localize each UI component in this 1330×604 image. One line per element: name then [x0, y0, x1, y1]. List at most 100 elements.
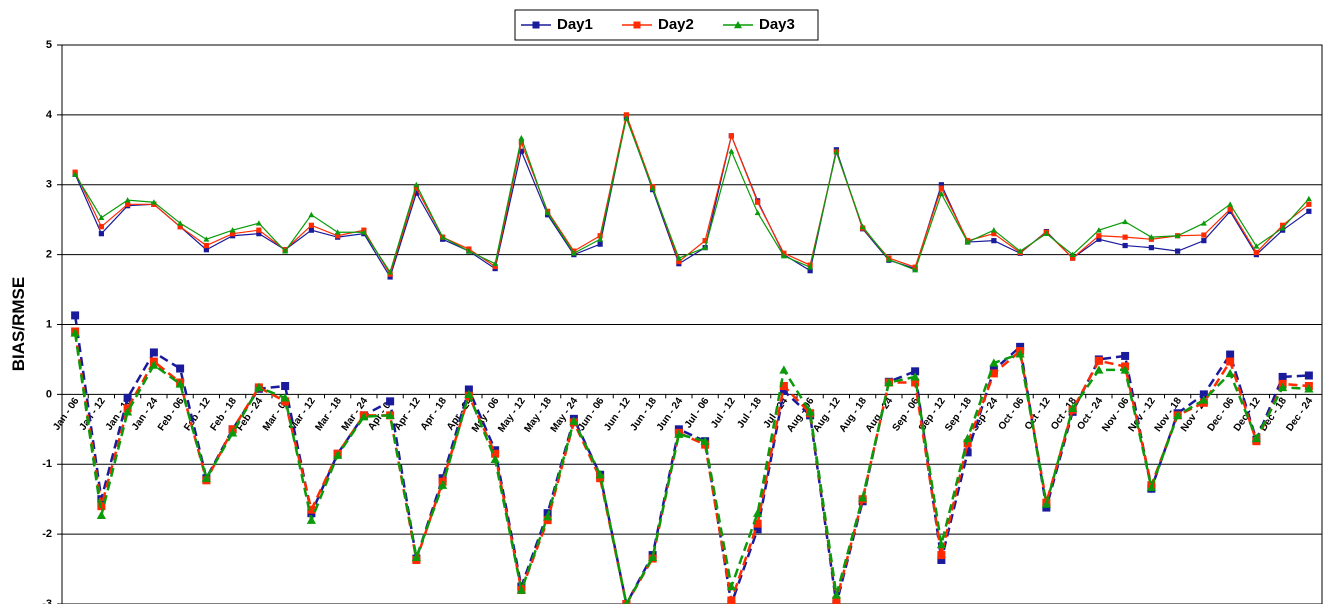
y-tick-label: 2: [46, 249, 52, 261]
marker: [490, 454, 500, 464]
marker: [728, 148, 735, 154]
marker: [991, 238, 997, 244]
series-line: [73, 332, 1309, 604]
marker: [359, 412, 369, 421]
marker: [360, 229, 367, 235]
marker: [1278, 382, 1288, 392]
marker: [149, 348, 158, 357]
marker: [203, 242, 209, 249]
marker: [1227, 206, 1233, 212]
marker: [307, 505, 316, 514]
marker: [333, 450, 343, 459]
marker: [989, 358, 999, 367]
marker: [727, 596, 736, 604]
marker: [1253, 243, 1260, 249]
marker: [308, 222, 314, 228]
marker: [754, 209, 761, 216]
series-line: [73, 331, 1309, 604]
marker: [938, 190, 945, 197]
marker: [97, 502, 106, 511]
marker: [937, 555, 946, 564]
marker: [936, 540, 946, 549]
marker: [1199, 395, 1209, 404]
marker: [700, 436, 710, 445]
marker: [308, 211, 315, 218]
marker: [411, 552, 421, 561]
marker: [733, 20, 743, 29]
marker: [990, 227, 997, 233]
marker: [728, 133, 734, 139]
marker: [807, 264, 814, 270]
marker: [254, 382, 264, 392]
marker: [674, 429, 684, 438]
marker: [386, 397, 395, 406]
marker: [937, 551, 946, 560]
marker: [859, 223, 866, 230]
marker: [570, 250, 577, 256]
marker: [702, 244, 709, 251]
marker: [438, 480, 448, 489]
marker: [518, 140, 524, 146]
marker: [413, 181, 420, 188]
marker: [991, 231, 997, 237]
marker: [1122, 234, 1128, 240]
marker: [1306, 208, 1312, 214]
marker: [1199, 390, 1208, 399]
marker: [492, 263, 498, 270]
marker: [1175, 248, 1181, 254]
marker: [963, 433, 973, 443]
marker: [779, 381, 788, 390]
marker: [1226, 357, 1235, 366]
y-tick-label: 5: [46, 39, 52, 51]
marker: [177, 220, 184, 226]
marker: [623, 599, 629, 604]
marker: [149, 360, 159, 369]
marker: [726, 581, 736, 591]
marker: [334, 229, 341, 235]
marker: [1122, 242, 1128, 249]
marker: [201, 473, 211, 482]
marker: [1121, 351, 1130, 360]
marker: [175, 379, 185, 388]
marker: [648, 552, 658, 561]
marker: [755, 199, 761, 205]
marker: [1304, 384, 1314, 393]
marker: [676, 259, 682, 265]
marker: [805, 407, 815, 416]
marker: [1201, 238, 1207, 244]
marker: [649, 185, 656, 191]
marker: [623, 115, 630, 121]
marker: [1016, 342, 1025, 351]
legend-label: Day1: [557, 16, 593, 33]
x-tick-label: Jul - 12: [709, 395, 738, 430]
y-axis-label: BIAS/RMSE: [9, 277, 28, 371]
marker: [1094, 365, 1104, 374]
marker: [1122, 218, 1129, 225]
marker: [1146, 482, 1156, 491]
marker: [1253, 249, 1259, 256]
marker: [911, 378, 920, 387]
marker: [779, 386, 788, 395]
marker: [675, 255, 682, 261]
marker: [387, 269, 394, 275]
marker: [203, 236, 210, 242]
marker: [544, 209, 551, 216]
legend-box: [514, 9, 819, 41]
marker: [858, 493, 868, 502]
marker: [938, 182, 944, 188]
marker: [1174, 232, 1181, 239]
marker: [1120, 365, 1130, 374]
marker: [569, 416, 579, 425]
marker: [963, 448, 972, 457]
marker: [70, 328, 80, 337]
marker: [518, 148, 524, 154]
x-tick-label: Jul - 06: [683, 395, 712, 430]
marker: [597, 236, 604, 242]
y-tick-label: 1: [46, 318, 52, 330]
marker: [938, 185, 944, 191]
marker: [1305, 195, 1312, 202]
marker: [1043, 230, 1050, 237]
marker: [280, 393, 290, 402]
marker: [884, 377, 894, 387]
